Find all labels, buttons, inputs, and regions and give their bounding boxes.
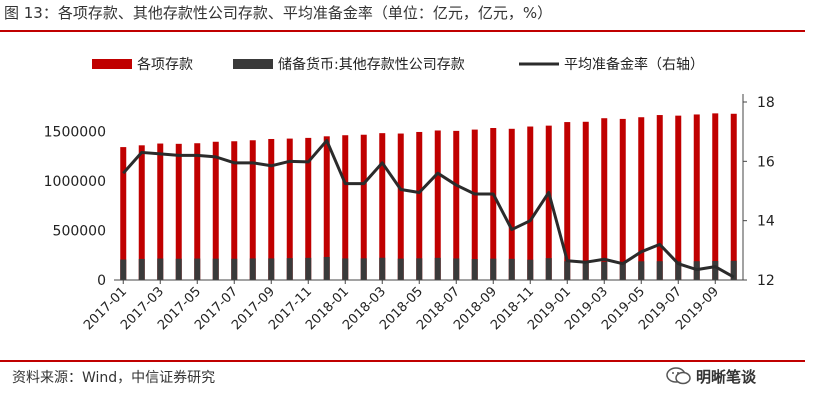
bars-group [120,113,737,281]
bar-total [305,137,312,280]
bar-other [305,257,312,280]
bar-total [693,114,700,281]
wechat-icon [666,367,691,385]
bar-total [712,113,719,280]
bar-total [564,122,571,280]
y-right-tick-label: 14 [757,214,775,230]
bar-total [582,121,589,281]
bar-other [434,257,441,280]
bar-other [360,258,367,280]
bar-total [453,130,460,280]
legend-label-3: 平均准备金率（右轴） [564,56,704,73]
bar-total [656,115,663,280]
bar-other [120,259,127,280]
y-right-tick-label: 16 [757,154,775,170]
bar-other [490,258,497,280]
legend-swatch-1 [92,59,132,69]
chart-title: 图 13：各项存款、其他存款性公司存款、平均准备金率（单位：亿元，亿元，%） [4,4,553,22]
legend-label-2: 储备货币:其他存款性公司存款 [278,56,465,73]
bar-other [582,261,589,280]
bar-other [545,258,552,280]
reserve-ratio-line [122,139,735,279]
line-group [122,139,735,279]
bar-other [212,258,219,280]
y-right-tick-label: 18 [757,95,775,111]
bar-total [471,129,478,280]
bar-total [397,133,404,280]
y-left-tick-label: 500000 [53,224,106,240]
y-right-tick-label: 12 [757,273,775,289]
top-divider [0,30,805,32]
bar-total [120,147,127,280]
axes-group: 050000010000001500000121416182017-012017… [44,94,775,333]
bar-total [249,140,256,280]
bar-other [397,258,404,280]
bar-other [508,258,515,280]
bar-other [323,256,330,280]
bar-other [231,258,238,280]
bar-total [675,115,682,280]
brand-name: 明晰笔谈 [696,368,757,386]
bar-total [231,141,238,280]
bar-other [249,258,256,280]
bar-total [157,143,164,280]
bar-other [416,258,423,280]
legend-label-1: 各项存款 [137,57,193,73]
bar-other [564,261,571,280]
bar-total [268,138,275,280]
legend-swatch-2 [233,59,273,69]
bar-other [527,259,534,280]
bar-total [194,143,201,280]
chart-canvas: 各项存款 储备货币:其他存款性公司存款 平均准备金率（右轴） 0 500000 1000… [44,56,775,333]
bar-total [138,145,145,280]
bar-total [286,138,293,280]
bar-other [656,261,663,280]
bar-total [416,131,423,280]
bar-total [175,143,182,280]
bar-other [471,259,478,280]
bar-other [601,261,608,280]
bar-total [323,136,330,280]
bar-total [434,130,441,280]
bar-total [490,128,497,280]
bar-other [675,261,682,280]
bar-other [268,258,275,280]
bar-other [712,261,719,280]
bar-other [286,258,293,280]
brand-mark: 明晰笔谈 [666,366,756,387]
bar-other [638,261,645,280]
bar-other [342,258,349,280]
bar-total [545,125,552,280]
bar-other [157,258,164,280]
bar-other [619,261,626,280]
bar-other [453,258,460,280]
source-note: 资料来源：Wind，中信证券研究 [12,370,216,386]
bottom-divider [0,360,805,362]
bar-total [342,135,349,280]
bar-total [619,118,626,280]
bar-total [360,134,367,280]
bar-total [379,133,386,280]
bar-other [138,258,145,280]
bar-total [638,117,645,281]
bar-total [212,141,219,280]
bar-total [508,128,515,280]
bar-other [175,258,182,280]
bar-total [730,113,737,280]
bar-other [379,257,386,280]
y-left-tick-label: 0 [97,273,106,289]
bar-other [730,260,737,280]
bar-other [194,258,201,280]
legend: 各项存款 储备货币:其他存款性公司存款 平均准备金率（右轴） [92,56,704,73]
bar-total [527,126,534,280]
y-left-tick-label: 1500000 [44,125,106,141]
bar-total [601,118,608,281]
y-left-tick-label: 1000000 [44,174,106,190]
